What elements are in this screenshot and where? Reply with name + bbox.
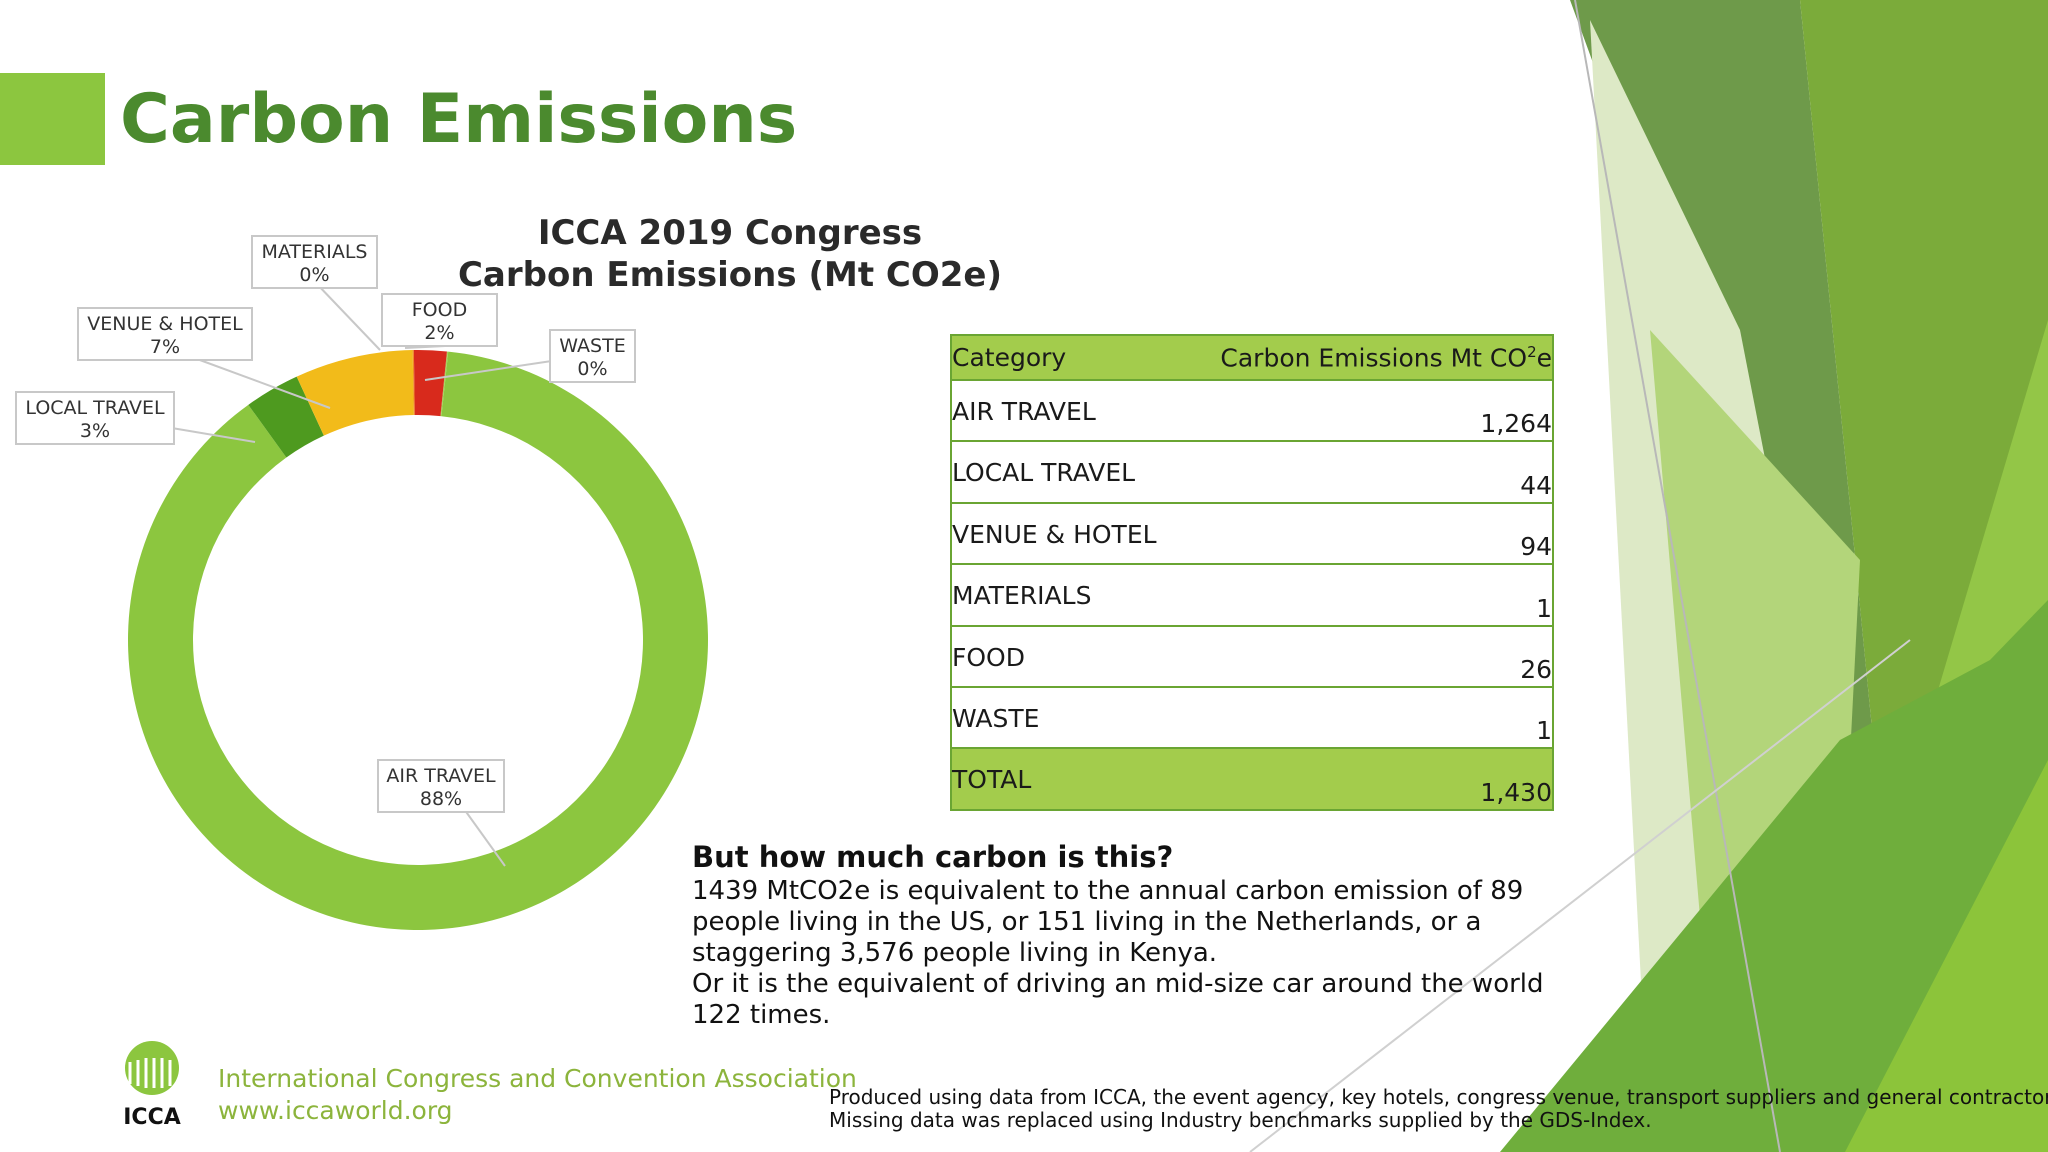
callout-line-air-travel: [465, 811, 506, 867]
table-row: WASTE 1: [951, 687, 1553, 749]
table-row: LOCAL TRAVEL 44: [951, 441, 1553, 503]
bg-line: [1574, 0, 1781, 1152]
row-category: VENUE & HOTEL: [952, 519, 1157, 549]
text-line: 122 times.: [692, 1000, 831, 1030]
bg-shape-bright: [1845, 760, 2048, 1152]
callout-label-waste: WASTE: [559, 335, 625, 357]
association-url[interactable]: www.iccaworld.org: [218, 1096, 453, 1125]
callout-line-materials: [320, 287, 381, 351]
chart-title: ICCA 2019 Congress Carbon Emissions (Mt …: [420, 212, 1040, 296]
table-total-row: TOTAL 1,430: [951, 748, 1553, 810]
callout-percent-waste: 0%: [577, 358, 607, 380]
callout-percent-venue-hotel: 7%: [150, 336, 180, 358]
emissions-table: Category Carbon Emissions Mt CO2e AIR TR…: [950, 334, 1554, 811]
callout-percent-food: 2%: [424, 322, 454, 344]
callout-percent-materials: 0%: [299, 264, 329, 286]
icca-logo: ICCA: [123, 1041, 181, 1126]
header-category: Category: [952, 343, 1067, 372]
callout-label-materials: MATERIALS: [262, 241, 368, 263]
callout-box-local-travel: [15, 391, 175, 445]
table-row: AIR TRAVEL 1,264: [951, 380, 1553, 442]
title-accent-block: [0, 73, 105, 165]
row-category: FOOD: [952, 642, 1025, 672]
header-value-suffix: e: [1536, 343, 1552, 373]
callout-box-materials: [251, 235, 378, 289]
callout-box-air-travel: [377, 759, 505, 813]
callout-box-venue-hotel: [77, 307, 253, 361]
bg-shape-green: [1500, 600, 2048, 1152]
chart-title-line2: Carbon Emissions (Mt CO2e): [457, 255, 1003, 295]
callout-box-food: [381, 293, 498, 347]
donut-slice-materials: [412, 350, 415, 416]
row-value: 1: [1536, 716, 1552, 746]
callout-label-food: FOOD: [412, 299, 467, 321]
callout-line-venue-hotel: [199, 359, 331, 409]
text-line: staggering 3,576 people living in Kenya.: [692, 938, 1218, 968]
text-line: 1439 MtCO2e is equivalent to the annual …: [692, 876, 1524, 906]
donut-slice-venue-hotel: [296, 350, 414, 436]
row-category: WASTE: [952, 703, 1040, 733]
footnote: Produced using data from ICCA, the event…: [829, 1086, 2048, 1132]
donut-slice-waste: [440, 351, 449, 417]
row-value: 26: [1520, 654, 1552, 684]
callout-label-local-travel: LOCAL TRAVEL: [25, 397, 165, 419]
page-title: Carbon Emissions: [120, 80, 798, 159]
donut-slice-air-travel: [127, 351, 709, 930]
chart-title-line1: ICCA 2019 Congress: [537, 213, 923, 253]
footnote-line: Missing data was replaced using Industry…: [829, 1108, 1652, 1132]
footnote-line: Produced using data from ICCA, the event…: [829, 1085, 2048, 1109]
header-value-sup: 2: [1527, 342, 1537, 361]
donut-slice-local-travel: [248, 376, 324, 458]
callout-label-venue-hotel: VENUE & HOTEL: [87, 313, 243, 335]
table-row: FOOD 26: [951, 626, 1553, 687]
callout-line-local-travel: [173, 427, 256, 443]
header-value-text: Carbon Emissions Mt CO: [1220, 343, 1528, 373]
callout-percent-air-travel: 88%: [420, 788, 462, 810]
table-row: MATERIALS 1: [951, 564, 1553, 626]
row-value: 94: [1520, 532, 1552, 562]
donut-slice-food: [413, 350, 447, 417]
callout-line-waste: [424, 360, 551, 381]
bg-line: [1249, 639, 1911, 1152]
equivalence-text: 1439 MtCO2e is equivalent to the annual …: [692, 876, 1572, 1031]
table-header-row: Category Carbon Emissions Mt CO2e: [951, 335, 1553, 380]
row-value: 1: [1536, 593, 1552, 623]
header-value: Carbon Emissions Mt CO2e: [1201, 335, 1553, 380]
bg-shape-olive: [1800, 0, 2048, 860]
text-line: people living in the US, or 151 living i…: [692, 907, 1482, 937]
total-category: TOTAL: [952, 765, 1032, 795]
callout-percent-local-travel: 3%: [80, 420, 110, 442]
row-category: MATERIALS: [952, 581, 1092, 611]
text-line: Or it is the equivalent of driving an mi…: [692, 969, 1544, 999]
callout-label-air-travel: AIR TRAVEL: [386, 765, 496, 787]
logo-text: ICCA: [123, 1105, 181, 1126]
row-value: 44: [1520, 470, 1552, 500]
total-value: 1,430: [1480, 777, 1552, 807]
question-heading: But how much carbon is this?: [692, 840, 1174, 874]
table-row: VENUE & HOTEL 94: [951, 503, 1553, 565]
row-value: 1,264: [1480, 409, 1552, 439]
row-category: AIR TRAVEL: [952, 397, 1096, 426]
callout-box-waste: [549, 329, 636, 383]
row-category: LOCAL TRAVEL: [952, 458, 1136, 488]
association-name: International Congress and Convention As…: [218, 1064, 857, 1093]
